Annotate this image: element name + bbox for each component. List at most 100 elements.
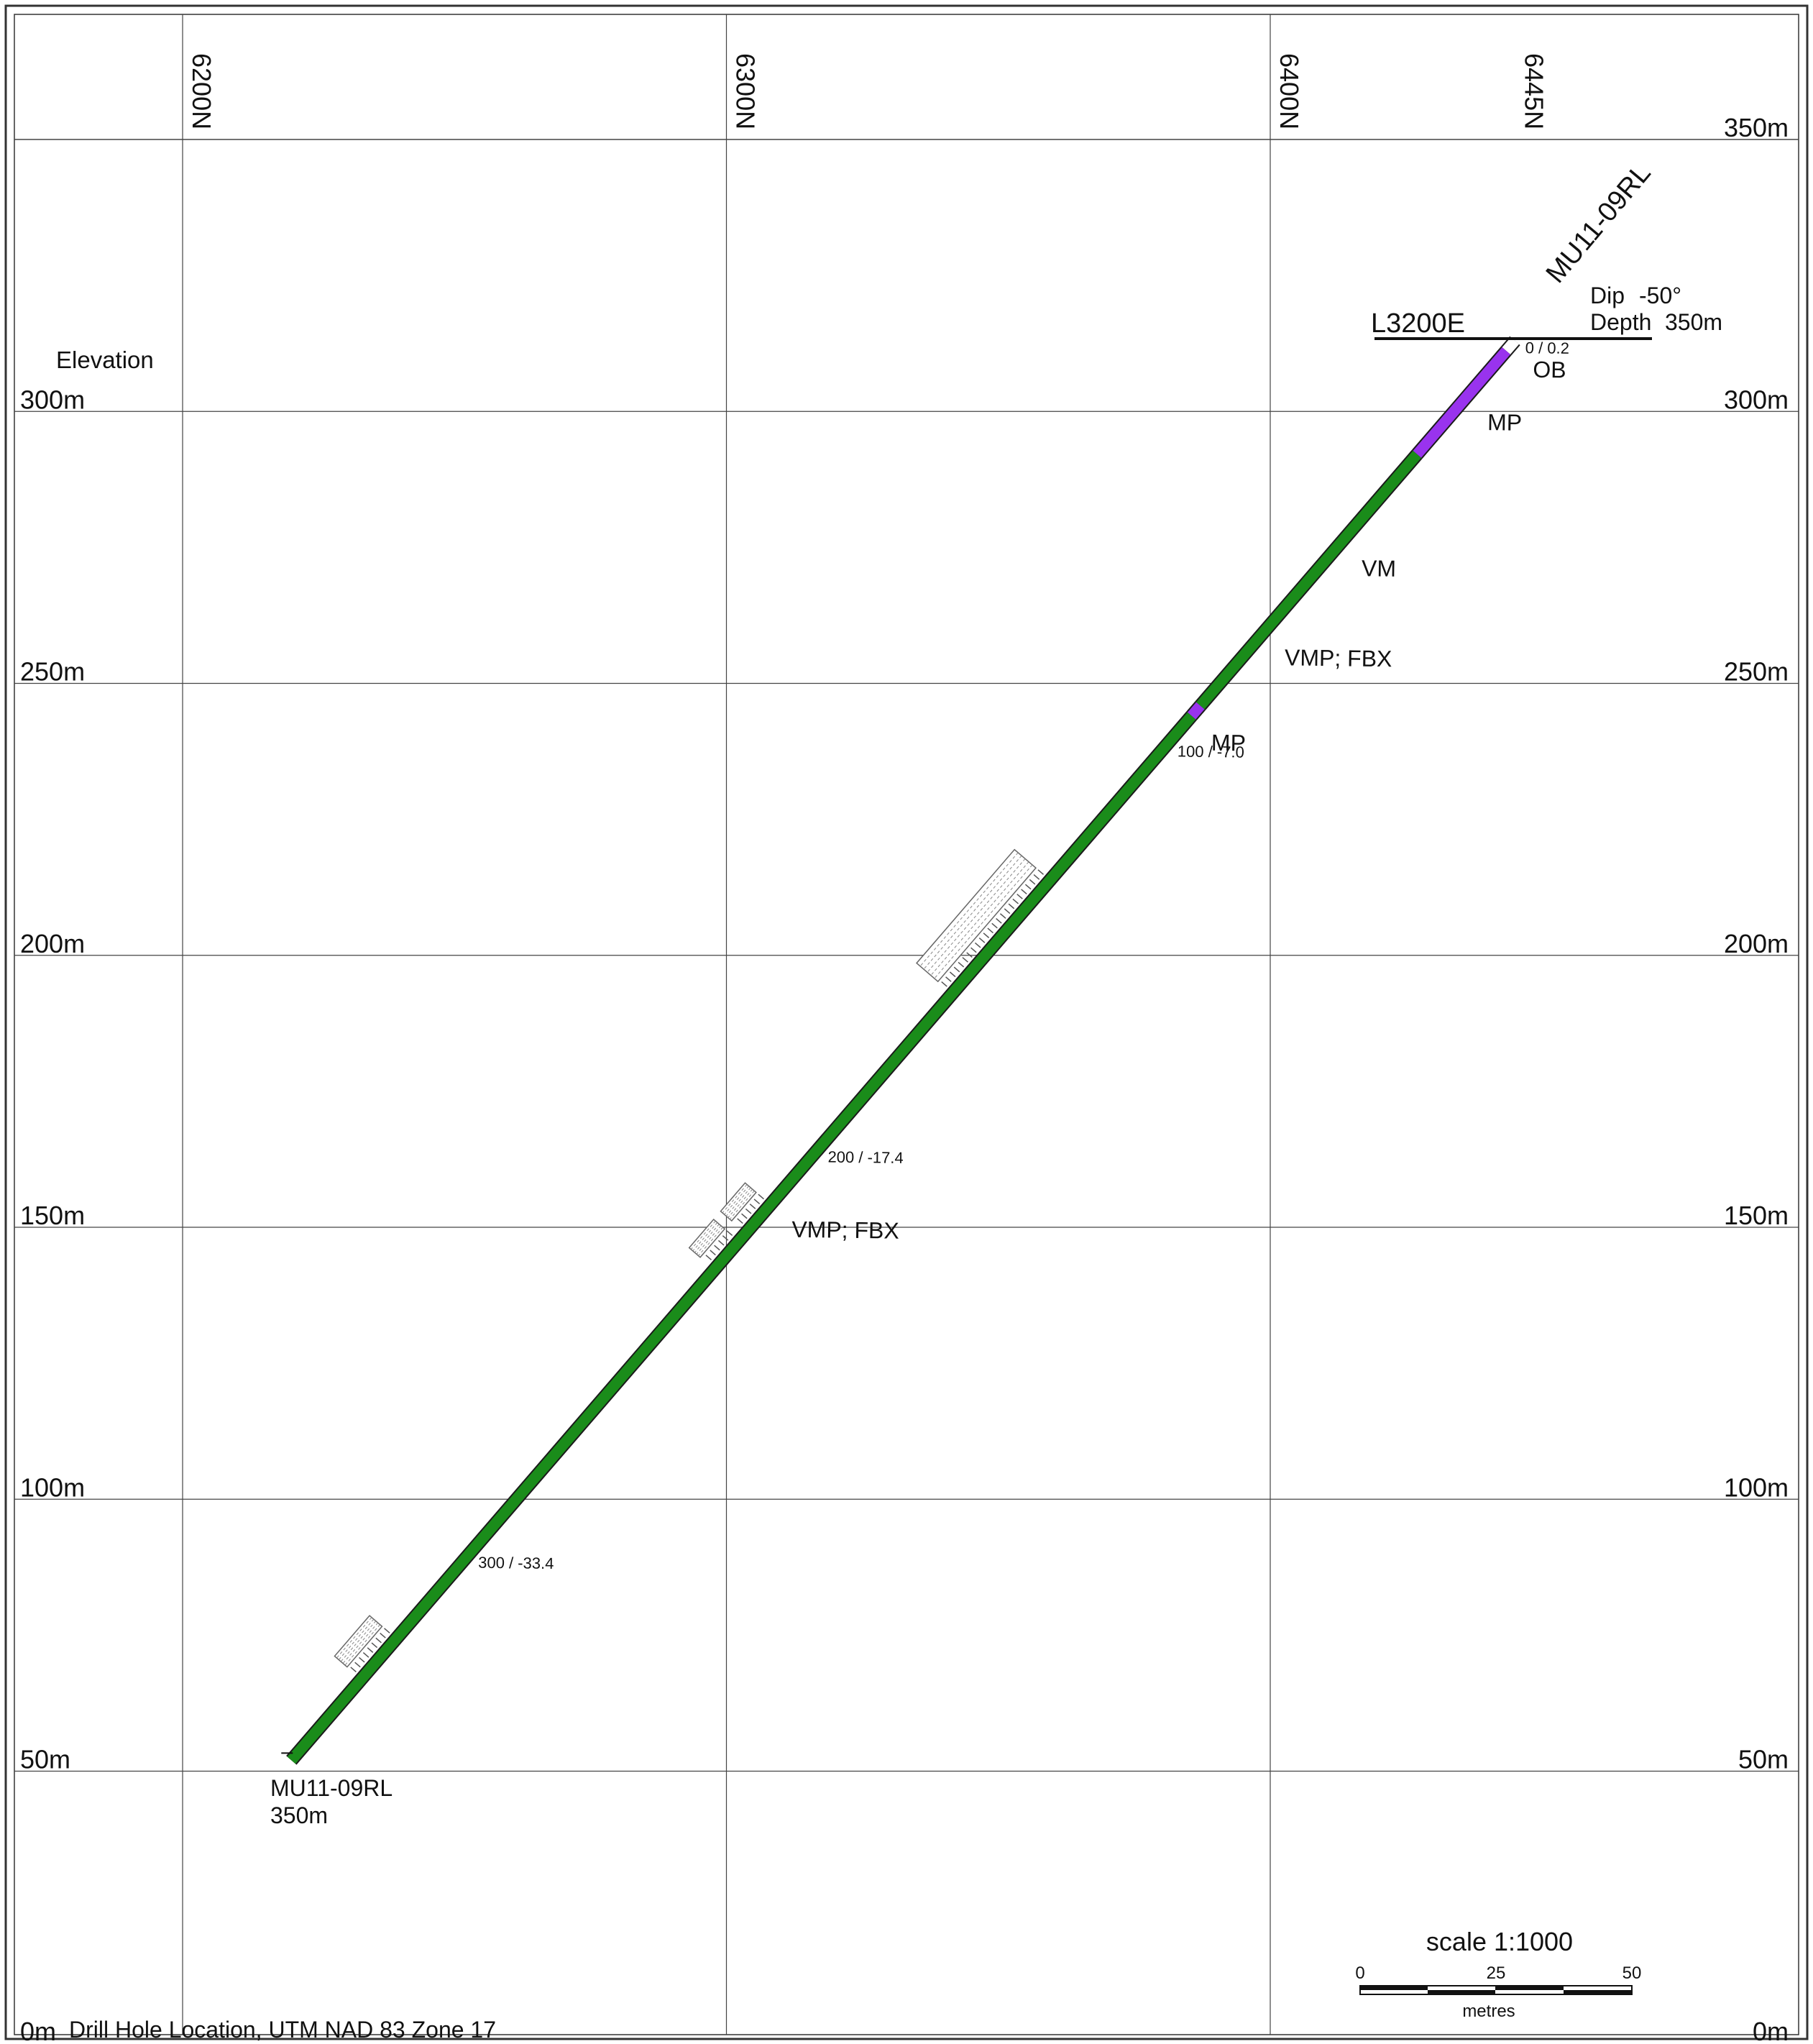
sample-tick [962,957,968,963]
unit-label: VMP; FBX [1285,644,1392,672]
end-of-hole-id: MU11-09RL [270,1775,393,1801]
sample-tick [983,932,990,938]
elevation-label-right: 150m [1724,1201,1789,1230]
northing-label: 6400N [1275,53,1304,129]
interval-mp [1413,347,1510,458]
elevation-label-left: 150m [20,1201,85,1230]
scale-bar-segment-3 [1495,1986,1564,1990]
sample-tick [350,1667,357,1673]
unit-label: MP [1487,409,1522,436]
unit-label: MP [1211,730,1246,756]
sample-tick [749,1204,756,1209]
scale-tick-0: 0 [1355,1963,1364,1983]
sample-tick [987,927,993,934]
scale-bar-segment-4 [1564,1990,1632,1994]
sample-tick [970,947,977,953]
sample-tick [958,961,965,968]
sample-tick [384,1628,390,1633]
outer-frame [4,4,1809,2040]
survey-label: 0 / 0.2 [1525,339,1569,357]
end-of-hole-depth: 350m [270,1802,328,1828]
elevation-label-left: 300m [20,385,85,414]
sample-hatch-line [725,1187,751,1216]
sample-tick [359,1656,365,1663]
sample-tick [362,1652,370,1658]
sample-tick [953,966,960,973]
hole-labels-layer: OB MP VM VMP; FBX MP VMP; FBX 0 / 0.2 100 / -7.… [478,339,1569,1572]
hole-title: MU11-09RL [1541,158,1657,289]
sample-tick [367,1647,374,1653]
scale-tick-50: 50 [1622,1963,1642,1983]
sample-hatch-line [342,1622,379,1664]
interval-ob [1502,337,1520,354]
sample-hatch-line [340,1621,377,1662]
elevation-label-left: 0m [20,2017,56,2044]
sample-tick [737,1218,743,1224]
survey-label: 100 / -7.0 [1178,742,1244,761]
scale-bar-segment-2 [1428,1990,1495,1994]
dip-value: -50° [1639,283,1681,308]
scale-tick-25: 25 [1487,1963,1506,1983]
unit-label: VM [1362,555,1396,582]
sample-tick [945,976,952,982]
elevation-label-left: 100m [20,1472,85,1502]
sample-tick [1033,874,1040,880]
scale-bar-segment-1 [1360,1986,1428,1990]
elevation-axis-label: Elevation [56,347,154,373]
inner-frame [14,14,1799,2035]
elevation-label-right: 250m [1724,657,1789,687]
sample-tick [941,981,947,987]
unit-label: VMP; FBX [791,1216,899,1244]
elevation-label-left: 50m [20,1745,70,1774]
sample-tick [978,938,986,943]
scale-unit: metres [1462,2002,1515,2021]
sample-tick [1008,903,1015,909]
scale-bar: scale 1:1000 0 25 50 metres [1355,1927,1641,2021]
scale-title: scale 1:1000 [1426,1927,1573,1956]
sample-tick [380,1632,386,1639]
sample-tick [1012,898,1019,904]
dip-label: Dip [1590,283,1625,308]
elevation-label-right: 300m [1724,385,1789,414]
interval-vmp-fbx [287,712,1196,1764]
sample-tick [371,1642,378,1649]
sample-tick [996,917,1002,924]
sample-hatch-line [728,1188,753,1218]
sample-tick [949,971,956,978]
sample-tick [726,1230,733,1237]
sample-hatch-line [338,1618,375,1660]
survey-label: 200 / -17.4 [827,1148,904,1167]
sample-hatch-line [724,1186,749,1215]
sample-tick [722,1235,729,1241]
interval-vm [1196,450,1421,710]
sample-tick [1029,879,1036,885]
sample-tick [714,1245,720,1251]
sample-tick [375,1637,382,1644]
sample-hatch-box [688,1218,726,1258]
sample-zones-layer [334,848,1045,1673]
northing-label: 6200N [187,53,216,129]
sample-tick [354,1662,361,1668]
sample-tick [1024,884,1032,890]
northing-label: 6300N [731,53,761,129]
sample-tick [717,1239,725,1246]
survey-label: 300 / -33.4 [478,1554,554,1572]
sample-hatch-line [692,1222,718,1252]
sample-tick [753,1199,761,1205]
sample-tick [758,1193,764,1200]
sample-hatch-line [336,1617,372,1659]
drill-hole-trace [281,336,1520,1765]
sample-tick [745,1208,752,1214]
elevation-label-right: 50m [1738,1745,1789,1774]
northing-label: 6445N [1519,53,1548,129]
sample-tick [741,1213,748,1219]
sample-tick [1021,889,1027,895]
elevation-label-left: 250m [20,657,85,687]
sample-hatch-line [729,1190,755,1220]
sample-tick [710,1250,716,1256]
sample-hatch-line [690,1220,716,1250]
elevation-label-left: 200m [20,929,85,958]
sample-tick [991,922,998,929]
